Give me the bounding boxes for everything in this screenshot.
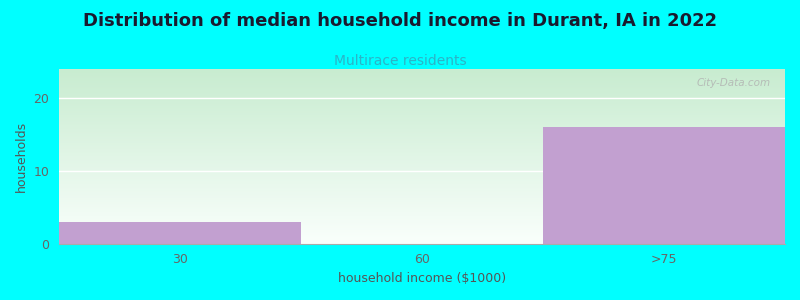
Bar [59,222,301,244]
Text: Multirace residents: Multirace residents [334,54,466,68]
X-axis label: household income ($1000): household income ($1000) [338,272,506,285]
Bar [543,127,785,244]
Text: Distribution of median household income in Durant, IA in 2022: Distribution of median household income … [83,12,717,30]
Text: City-Data.com: City-Data.com [696,78,770,88]
Y-axis label: households: households [15,121,28,192]
